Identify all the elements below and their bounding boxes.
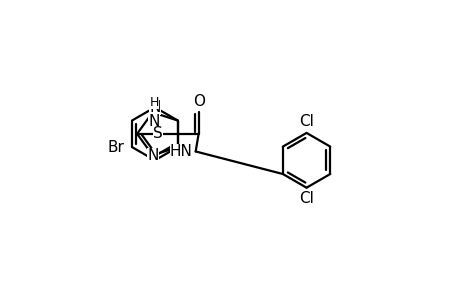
Text: S: S xyxy=(153,126,163,141)
Text: Cl: Cl xyxy=(298,191,313,206)
Text: Cl: Cl xyxy=(298,114,313,129)
Text: N: N xyxy=(149,100,160,115)
Text: N: N xyxy=(148,113,159,128)
Text: Br: Br xyxy=(107,140,124,154)
Text: HN: HN xyxy=(169,144,192,159)
Text: O: O xyxy=(192,94,204,109)
Text: H: H xyxy=(149,96,158,110)
Text: N: N xyxy=(147,148,158,163)
